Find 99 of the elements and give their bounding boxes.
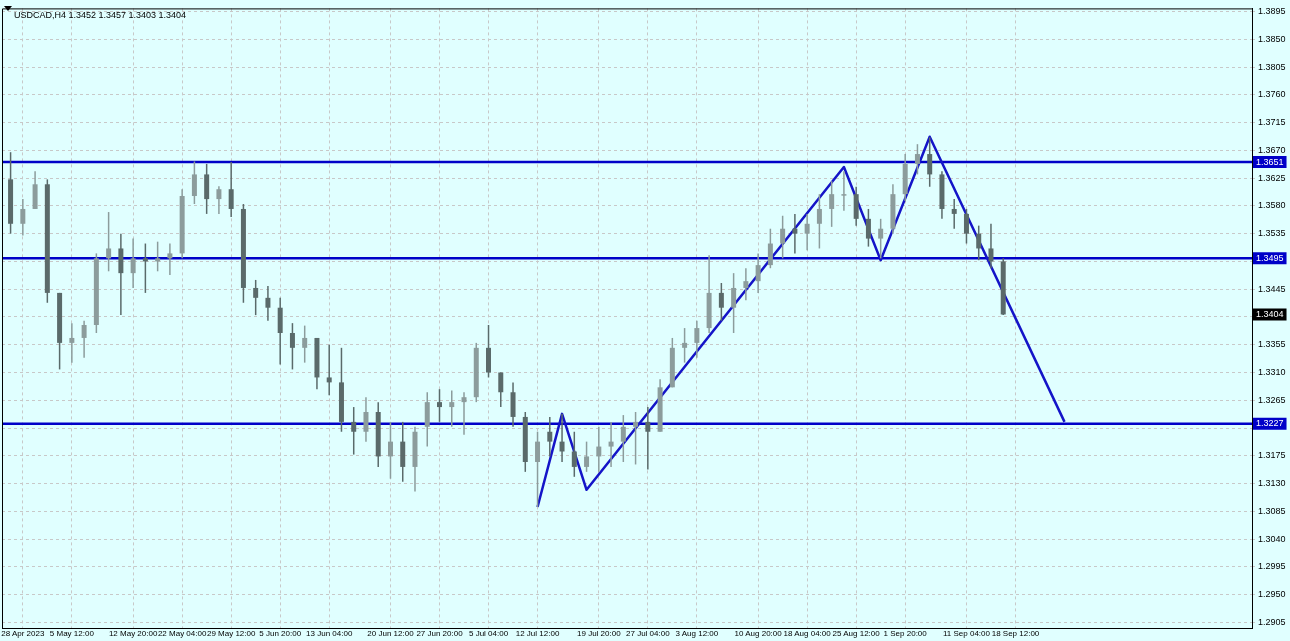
x-tick-label: 18 Sep 12:00: [991, 629, 1040, 638]
candlestick: [191, 160, 197, 205]
y-tick-label: 1.3805: [1258, 61, 1286, 72]
ref-line-label: 1.3227: [1256, 418, 1284, 429]
y-tick-label: 1.3175: [1258, 450, 1286, 461]
candlestick: [547, 416, 553, 458]
candlestick: [253, 279, 259, 316]
candlestick: [461, 391, 467, 436]
ref-line-label: 1.3495: [1256, 252, 1284, 263]
y-tick-label: 1.3895: [1258, 5, 1286, 16]
candlestick: [596, 426, 602, 473]
x-tick-label: 10 Aug 20:00: [734, 629, 783, 638]
candlestick: [498, 371, 504, 408]
candlestick: [645, 406, 651, 471]
candlestick: [449, 389, 455, 428]
x-tick-label: 19 Jul 20:00: [577, 629, 622, 638]
candlestick: [755, 252, 761, 294]
candlestick: [780, 215, 786, 260]
candlestick: [914, 143, 920, 176]
candlestick: [351, 406, 357, 456]
ref-line-label: 1.3651: [1256, 156, 1284, 167]
candlestick: [816, 193, 822, 250]
x-tick-label: 5 Jul 04:00: [468, 629, 509, 638]
annotation: 1.3404: [1256, 308, 1284, 319]
x-tick-label: 1 Sep 20:00: [883, 629, 928, 638]
x-tick-label: 12 Jul 12:00: [515, 629, 560, 638]
candlestick: [841, 170, 847, 212]
candlestick: [951, 198, 957, 230]
y-tick-label: 1.3580: [1258, 200, 1286, 211]
y-tick-label: 1.3625: [1258, 172, 1286, 183]
candlestick: [865, 208, 871, 248]
candlestick: [106, 211, 112, 273]
y-tick-label: 1.3085: [1258, 505, 1286, 516]
candlestick: [571, 431, 577, 478]
candlestick: [437, 388, 442, 423]
candlestick: [988, 223, 994, 269]
x-tick-label: 3 Aug 12:00: [675, 629, 719, 638]
candlestick: [559, 413, 565, 463]
candlestick: [20, 198, 26, 237]
x-tick-label: 27 Jun 20:00: [416, 629, 464, 638]
candlestick: [81, 319, 87, 359]
candlestick: [584, 440, 590, 473]
candlestick: [804, 213, 810, 252]
candlestick: [363, 396, 369, 443]
candlestick: [767, 227, 773, 269]
candlestick: [216, 185, 222, 215]
y-tick-label: 1.3535: [1258, 228, 1286, 239]
candlestick: [167, 242, 173, 276]
y-tick-label: 1.3040: [1258, 533, 1286, 544]
candlestick: [976, 224, 982, 261]
x-tick-label: 5 May 12:00: [49, 629, 95, 638]
candlestick: [718, 282, 724, 322]
candlestick: [620, 414, 626, 463]
x-tick-label: 13 Jun 04:00: [306, 629, 353, 638]
x-tick-label: 11 Sep 04:00: [942, 629, 991, 638]
candlestick: [142, 242, 148, 294]
candlestick: [633, 411, 639, 466]
candlestick: [302, 324, 308, 364]
candlestick: [535, 431, 541, 508]
x-tick-label: 27 Jul 04:00: [626, 629, 671, 638]
candlestick: [69, 322, 75, 364]
y-tick-label: 1.3850: [1258, 33, 1286, 44]
candlestick: [326, 343, 332, 397]
y-tick-label: 1.3130: [1258, 478, 1286, 489]
x-tick-label: 5 Jun 20:00: [259, 629, 302, 638]
y-tick-label: 1.2905: [1258, 616, 1286, 627]
candlestick: [387, 421, 393, 480]
y-tick-label: 1.3310: [1258, 366, 1286, 377]
y-tick-label: 1.3355: [1258, 339, 1286, 350]
candlestick: [927, 136, 933, 188]
candlestick: [792, 213, 798, 255]
candlestick: [743, 267, 749, 302]
x-tick-label: 20 Jun 12:00: [367, 629, 415, 638]
chart-title: USDCAD,H4 1.3452 1.3457 1.3403 1.3404: [14, 9, 187, 20]
y-tick-label: 1.3670: [1258, 144, 1286, 155]
x-tick-label: 12 May 20:00: [108, 629, 158, 638]
y-tick-label: 1.3445: [1258, 283, 1286, 294]
candlestick: [228, 161, 234, 218]
candlestick: [878, 218, 884, 260]
candlestick: [694, 319, 700, 359]
candlestick: [130, 237, 136, 289]
candlestick: [829, 180, 835, 228]
candlestick: [731, 272, 737, 334]
candlestick: [265, 285, 271, 322]
y-tick-label: 1.2995: [1258, 561, 1286, 572]
candlestick: [608, 421, 614, 468]
x-tick-label: 18 Aug 04:00: [783, 629, 832, 638]
candlestick: [289, 322, 295, 371]
x-tick-label: 25 Aug 12:00: [832, 629, 881, 638]
candlestick: [682, 327, 688, 364]
candlestick: [963, 208, 969, 245]
y-tick-label: 1.3760: [1258, 89, 1286, 100]
y-tick-label: 1.3715: [1258, 117, 1286, 128]
x-tick-label: 22 May 04:00: [157, 629, 207, 638]
x-tick-label: 28 Apr 2023: [1, 629, 45, 638]
y-tick-label: 1.3265: [1258, 394, 1286, 405]
x-tick-label: 29 May 12:00: [206, 629, 256, 638]
y-tick-label: 1.2950: [1258, 589, 1286, 600]
candlestick: [155, 240, 161, 273]
